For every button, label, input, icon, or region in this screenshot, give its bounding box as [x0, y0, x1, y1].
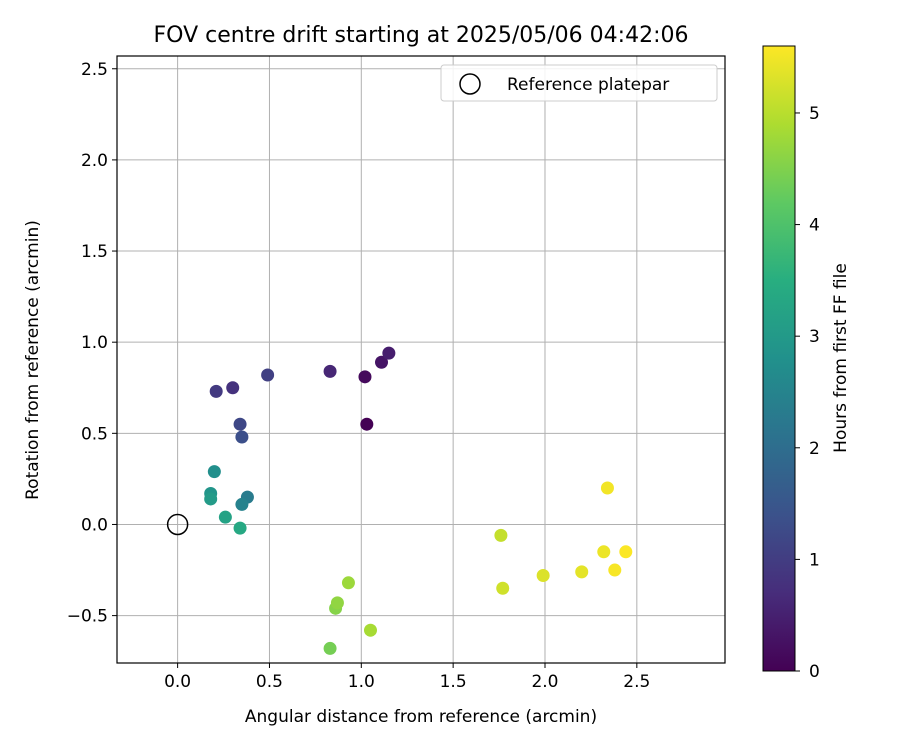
data-point: [209, 384, 223, 398]
data-point: [235, 497, 249, 511]
x-tick-label: 1.0: [348, 672, 375, 692]
data-point: [207, 465, 221, 479]
data-point: [323, 364, 337, 378]
data-point: [536, 569, 550, 583]
x-tick-label: 0.0: [164, 672, 191, 692]
x-tick-label: 0.5: [256, 672, 283, 692]
data-point: [363, 623, 377, 637]
y-axis-label: Rotation from reference (arcmin): [23, 220, 43, 500]
data-point: [218, 510, 232, 524]
colorbar: 0 1 2 3 4 5 Hours from first FF file: [762, 45, 851, 682]
colorbar-tick-label: 4: [809, 216, 820, 236]
data-point: [204, 492, 218, 506]
data-point: [358, 370, 372, 384]
y-tick-label: 1.5: [81, 242, 108, 262]
data-point: [619, 545, 633, 559]
data-point: [226, 381, 240, 395]
data-point: [323, 641, 337, 655]
y-axis-ticks: −0.5 0.0 0.5 1.0 1.5 2.0 2.5: [67, 60, 117, 627]
colorbar-tick-label: 0: [809, 662, 820, 682]
colorbar-tick-label: 1: [809, 550, 820, 570]
colorbar-label: Hours from first FF file: [831, 263, 851, 453]
x-tick-label: 2.0: [531, 672, 558, 692]
colorbar-tick-label: 2: [809, 439, 820, 459]
data-point: [233, 521, 247, 535]
colorbar-tick-label: 5: [809, 104, 820, 124]
y-tick-label: 0.0: [81, 515, 108, 535]
x-tick-label: 1.5: [440, 672, 467, 692]
data-point: [597, 545, 611, 559]
grid-lines: [117, 56, 725, 663]
y-tick-label: 0.5: [81, 424, 108, 444]
data-point: [261, 368, 275, 382]
y-tick-label: −0.5: [67, 607, 108, 627]
x-axis-label: Angular distance from reference (arcmin): [245, 707, 597, 727]
y-tick-label: 1.0: [81, 333, 108, 353]
reference-platepar-marker: [166, 513, 189, 536]
data-point: [575, 565, 589, 579]
plot-area-frame: [116, 55, 726, 664]
data-points: [166, 346, 633, 655]
data-point: [382, 346, 396, 360]
data-point: [233, 417, 247, 431]
colorbar-gradient: [762, 45, 796, 672]
data-point: [235, 430, 249, 444]
x-tick-label: 2.5: [623, 672, 650, 692]
x-axis-ticks: 0.0 0.5 1.0 1.5 2.0 2.5: [164, 663, 650, 692]
colorbar-tick-label: 3: [809, 327, 820, 347]
data-point: [341, 576, 355, 590]
data-point: [375, 355, 389, 369]
data-point: [600, 481, 614, 495]
data-point: [496, 581, 510, 595]
data-point: [330, 596, 344, 610]
legend-label: Reference platepar: [507, 75, 669, 95]
legend-marker-icon: [459, 73, 481, 95]
y-tick-label: 2.0: [81, 151, 108, 171]
data-point: [494, 528, 508, 542]
chart-title: FOV centre drift starting at 2025/05/06 …: [154, 23, 689, 48]
y-tick-label: 2.5: [81, 60, 108, 80]
data-point: [360, 417, 374, 431]
colorbar-ticks: 0 1 2 3 4 5: [795, 104, 820, 682]
data-point: [608, 563, 622, 577]
legend-box: [440, 64, 718, 102]
legend: Reference platepar: [440, 64, 718, 102]
